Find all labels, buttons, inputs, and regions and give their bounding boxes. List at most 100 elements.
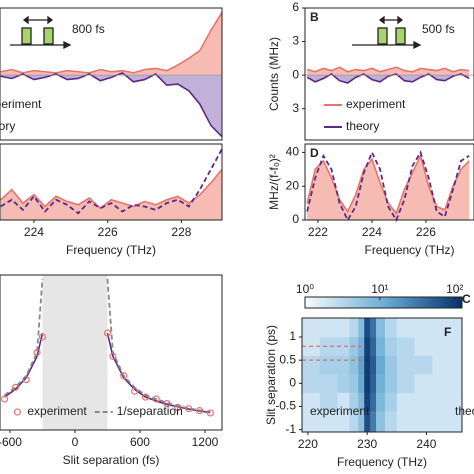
colorbar-tick-label: 10¹ bbox=[371, 282, 388, 296]
colorbar-cell bbox=[320, 297, 324, 308]
heatmap-cell bbox=[370, 411, 377, 433]
y-tick-label: 0.5 bbox=[279, 352, 296, 366]
colorbar-tick-label: 10⁰ bbox=[296, 282, 314, 296]
colorbar-cell bbox=[433, 297, 437, 308]
series-line bbox=[306, 153, 470, 215]
heatmap-cell bbox=[349, 355, 359, 375]
colorbar-cell bbox=[420, 297, 424, 308]
colorbar-cell bbox=[380, 297, 384, 308]
heatmap-cell bbox=[432, 392, 463, 412]
series-line bbox=[0, 71, 223, 138]
heatmap-cell bbox=[376, 318, 386, 338]
colorbar-cell bbox=[401, 297, 405, 308]
area-fill bbox=[0, 72, 222, 137]
panel bbox=[0, 148, 223, 220]
heatmap-cell bbox=[337, 411, 350, 433]
legend-label: experiment bbox=[0, 97, 42, 111]
colorbar-cell bbox=[396, 297, 400, 308]
x-tick-label: 600 bbox=[130, 435, 150, 449]
heatmap-cell bbox=[414, 411, 433, 433]
colorbar-cell bbox=[305, 297, 309, 308]
panel-frame bbox=[304, 143, 474, 221]
heatmap-cell bbox=[396, 318, 415, 338]
colorbar-cell bbox=[441, 297, 445, 308]
legend-label: 1/separation bbox=[117, 404, 183, 418]
panel bbox=[302, 318, 463, 433]
heatmap-cell bbox=[370, 355, 377, 375]
heatmap-cell bbox=[376, 411, 386, 433]
heatmap-cell bbox=[432, 355, 463, 375]
colorbar-cell bbox=[386, 297, 390, 308]
legend-label: experiment bbox=[27, 404, 87, 418]
panel bbox=[305, 66, 474, 84]
x-tick-label: 226 bbox=[98, 225, 118, 239]
x-tick-label: 1200 bbox=[192, 435, 219, 449]
inset-label: 800 fs bbox=[72, 22, 105, 36]
y-tick-label: 3 bbox=[292, 34, 299, 48]
heatmap-cell bbox=[337, 392, 350, 412]
legend-swatch bbox=[13, 408, 21, 416]
colorbar-cell bbox=[373, 297, 377, 308]
colorbar-cell bbox=[328, 297, 332, 308]
colorbar-cell bbox=[454, 297, 458, 308]
heatmap-cell bbox=[384, 374, 398, 393]
heatmap-cell bbox=[364, 392, 371, 412]
legend-label: theory bbox=[346, 119, 379, 133]
heatmap-cell bbox=[432, 411, 463, 433]
y-axis-label: Counts (MHz) bbox=[267, 37, 281, 111]
colorbar-cell bbox=[352, 297, 356, 308]
colorbar-cell bbox=[365, 297, 369, 308]
colorbar-cell bbox=[336, 297, 340, 308]
colorbar-cell bbox=[430, 297, 434, 308]
colorbar-cell bbox=[357, 297, 361, 308]
heatmap-cell bbox=[319, 355, 338, 375]
y-tick-label: 3 bbox=[292, 101, 299, 115]
colorbar-cell bbox=[393, 297, 398, 308]
heatmap-cell bbox=[319, 392, 338, 412]
area-fill bbox=[0, 169, 222, 220]
heatmap-cell bbox=[384, 411, 398, 433]
colorbar-cell bbox=[425, 297, 429, 308]
colorbar-cell bbox=[367, 297, 371, 308]
data-point bbox=[0, 395, 9, 403]
y-tick-label: 40 bbox=[286, 145, 300, 159]
annotation: theory bbox=[455, 404, 474, 418]
colorbar-cell bbox=[318, 297, 322, 308]
heatmap-cell bbox=[396, 392, 415, 412]
x-tick-label: 224 bbox=[362, 225, 382, 239]
colorbar-cell bbox=[312, 297, 316, 308]
panel-frame bbox=[304, 7, 474, 141]
heatmap-cell bbox=[376, 337, 386, 356]
colorbar-cell bbox=[341, 297, 345, 308]
heatmap-cell bbox=[376, 374, 386, 393]
heatmap-cell bbox=[319, 318, 338, 338]
colorbar-cell bbox=[409, 297, 413, 308]
panel-frame bbox=[301, 317, 463, 433]
y-tick-label: -1 bbox=[285, 422, 296, 436]
legend-label: experiment bbox=[346, 97, 406, 111]
heatmap-cell bbox=[432, 318, 463, 338]
heatmap-cell bbox=[349, 374, 359, 393]
colorbar-cell bbox=[451, 297, 455, 308]
heatmap-cell bbox=[364, 337, 371, 356]
heatmap-cell bbox=[358, 337, 365, 356]
colorbar-cell bbox=[362, 297, 366, 308]
heatmap-cell bbox=[414, 374, 433, 393]
colorbar-cell bbox=[325, 297, 330, 308]
colorbar-cell bbox=[407, 297, 411, 308]
colorbar-cell bbox=[427, 297, 432, 308]
heatmap-cell bbox=[414, 318, 433, 338]
panel bbox=[0, 12, 223, 138]
colorbar-cell bbox=[354, 297, 358, 308]
heatmap-cell bbox=[370, 392, 377, 412]
pulse-icon bbox=[352, 15, 422, 50]
x-tick-label: -600 bbox=[0, 435, 22, 449]
y-tick-label: 0 bbox=[289, 376, 296, 390]
heatmap-cell bbox=[376, 355, 386, 375]
series-line bbox=[306, 73, 470, 84]
colorbar-cell bbox=[438, 297, 442, 308]
inset-label: 500 fs bbox=[422, 22, 455, 36]
heatmap-cell bbox=[364, 374, 371, 393]
x-axis-label: Frequency (THz) bbox=[337, 455, 427, 469]
heatmap-cell bbox=[337, 318, 350, 338]
